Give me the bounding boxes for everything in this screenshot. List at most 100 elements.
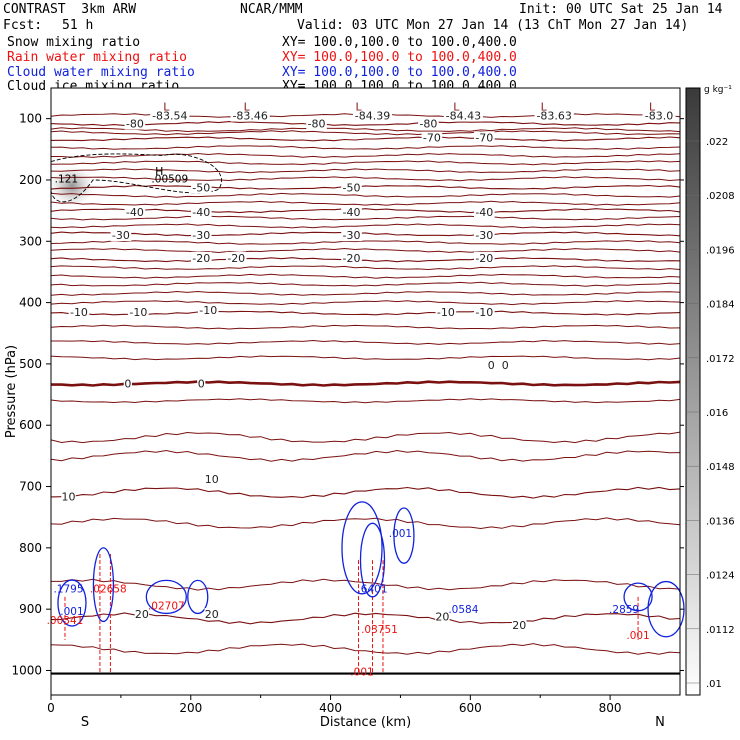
isotherm-label: -40 xyxy=(343,206,361,219)
isotherm-label: -30 xyxy=(112,229,130,242)
cloud-water-contour xyxy=(393,507,415,564)
isotherm-line xyxy=(50,192,681,198)
colorbar: .022 .0208 .0196 .0184 .0172 .016 .0148 .0136 .0… xyxy=(685,85,735,696)
isotherm-label: -70 xyxy=(475,132,493,145)
isotherm-label-bg xyxy=(534,109,574,122)
isotherm-label: 10 xyxy=(61,490,75,503)
isotherm-label-bg xyxy=(197,377,206,390)
isotherm--40 xyxy=(50,208,681,214)
rain-label: .00341 xyxy=(47,615,84,627)
isotherm-label: 0 xyxy=(198,378,205,391)
isotherm-label: 0 xyxy=(124,378,131,391)
isotherm-line xyxy=(50,247,681,254)
isotherm-label: -20 xyxy=(343,252,361,265)
isotherm-label-bg xyxy=(190,205,212,218)
isotherm-label-bg xyxy=(341,251,362,264)
isotherm-line xyxy=(50,176,681,182)
isotherm-label: -84.39 xyxy=(355,110,390,123)
extremum-L: L xyxy=(649,100,656,113)
isotherm-line xyxy=(50,145,681,150)
chart-center: NCAR/MMM xyxy=(240,2,303,17)
isotherm-line xyxy=(50,168,681,174)
isotherm-label: 20 xyxy=(205,608,219,621)
isotherm-line xyxy=(50,398,681,404)
isotherm-label-bg xyxy=(341,205,362,218)
isotherm-label: -20 xyxy=(475,252,493,265)
isotherm-label-bg xyxy=(341,229,362,242)
isotherm--30 xyxy=(50,231,681,237)
cloud-water-contour xyxy=(647,580,685,638)
isotherm-label-bg xyxy=(474,229,495,242)
isotherm-label: 10 xyxy=(205,473,219,486)
x-tick-label: 800 xyxy=(599,701,622,715)
colorbar-unit: g kg⁻¹ xyxy=(704,85,732,95)
colorbar-label: .016 xyxy=(706,408,728,419)
y-tick-label: 200 xyxy=(19,173,42,187)
extremum-L: L xyxy=(244,100,251,113)
cloud-water-contour xyxy=(145,579,187,615)
isotherm-line xyxy=(50,200,681,206)
isotherm-label-bg xyxy=(474,251,495,264)
colorbar-label: .0124 xyxy=(706,571,735,582)
isotherm-label-bg xyxy=(435,610,450,623)
isotherm-label-bg xyxy=(474,205,495,218)
colorbar-label: .0148 xyxy=(706,462,735,473)
y-axis-label: Pressure (hPa) xyxy=(4,345,19,438)
isotherm--10 xyxy=(50,310,681,316)
cloud-water-contour xyxy=(92,547,115,623)
rain-label: .02658 xyxy=(90,583,127,595)
cloud-water-label: .6401 xyxy=(357,583,387,595)
x-axis-label: Distance (km) xyxy=(320,715,411,730)
y-tick-label: 500 xyxy=(19,357,42,371)
isotherm-label-bg xyxy=(123,377,132,390)
isotherm-label: -80 xyxy=(419,118,437,131)
isotherm-line xyxy=(50,643,681,655)
field-cloudwater-xy: XY= 100.0,100.0 to 100.0,400.0 xyxy=(282,65,517,80)
isotherm--20 xyxy=(50,257,681,263)
y-tick-label: 800 xyxy=(19,541,42,555)
field-snow-name: Snow mixing ratio xyxy=(7,35,141,50)
isotherm-label-bg xyxy=(642,109,676,122)
cloud-water-label: .001 xyxy=(60,606,83,618)
plot-frame xyxy=(50,87,681,696)
rain-label: .02707 xyxy=(148,600,185,612)
isotherm-label-bg xyxy=(421,131,443,144)
isotherm-line xyxy=(50,240,681,245)
extremum-L: L xyxy=(453,100,460,113)
isotherm-label: -83.63 xyxy=(536,110,571,123)
isotherm-line xyxy=(50,281,681,287)
fcst-value: 51 h xyxy=(62,18,94,33)
colorbar-label: .0112 xyxy=(706,625,735,636)
colorbar-label: .0196 xyxy=(706,245,735,256)
cloud-water-label: .2859 xyxy=(609,604,639,616)
isotherm-label: -40 xyxy=(192,206,210,219)
rain-label: .001 xyxy=(626,630,649,642)
isotherm-label: -40 xyxy=(126,206,144,219)
isotherm--80 xyxy=(50,121,681,127)
isotherm-label: 20 xyxy=(512,619,526,632)
isotherm-label-bg xyxy=(124,205,146,218)
isotherm-label-bg xyxy=(512,619,527,632)
x-tick-label: 600 xyxy=(459,701,482,715)
field-rain-name: Rain water mixing ratio xyxy=(7,50,188,65)
y-tick-label: 1000 xyxy=(11,663,42,677)
cloud-water-contour xyxy=(57,579,87,627)
snow-shading xyxy=(49,166,94,207)
isotherm-label-bg xyxy=(225,251,247,264)
isotherm-label-bg xyxy=(501,359,510,372)
colorbar-label: .0172 xyxy=(706,354,735,365)
extremum-H: H xyxy=(155,165,163,178)
rain-label: .03751 xyxy=(361,624,398,636)
isotherm-line xyxy=(50,215,681,221)
isotherm-label-bg xyxy=(68,305,90,318)
plot-area: -83.54 -83.46 -84.39 -84.43 -83.63 -83.0 -80 -8… xyxy=(47,88,685,695)
isotherm-label: -30 xyxy=(475,229,493,242)
cloud-water-contour xyxy=(623,582,653,612)
y-tick-label: 700 xyxy=(19,480,42,494)
x-end-label-right: N xyxy=(655,715,665,730)
isotherm-line xyxy=(50,449,681,462)
y-tick-label: 900 xyxy=(19,602,42,616)
isotherm-label-bg xyxy=(190,251,212,264)
x-end-label-left: S xyxy=(81,715,89,730)
